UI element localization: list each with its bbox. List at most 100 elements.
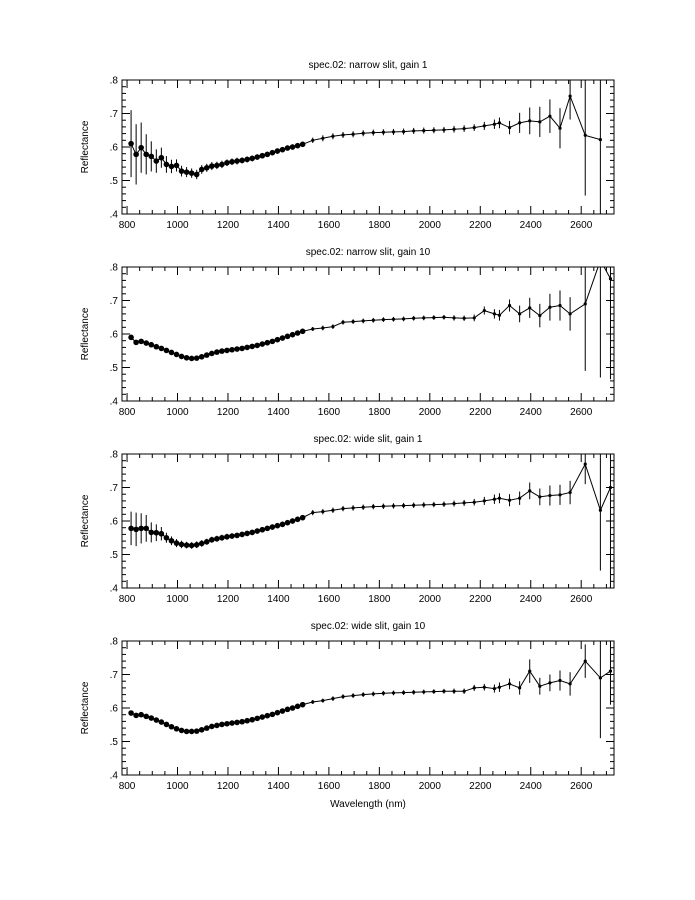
data-point	[391, 504, 396, 508]
x-tick-label: 1400	[267, 594, 290, 605]
data-point	[249, 343, 255, 350]
data-point	[492, 122, 497, 126]
data-point	[224, 720, 230, 727]
data-point	[274, 522, 281, 529]
data-point	[249, 529, 255, 536]
data-point	[331, 508, 335, 512]
x-tick-label: 1200	[217, 781, 240, 792]
data-point	[391, 317, 396, 321]
data-point	[219, 348, 225, 354]
data-point	[361, 131, 365, 135]
data-point	[558, 493, 562, 497]
data-point	[279, 335, 286, 341]
data-point	[422, 316, 426, 320]
data-point	[452, 127, 456, 131]
data-point	[269, 338, 276, 345]
x-tick-label: 1800	[368, 594, 391, 605]
data-point	[371, 504, 375, 509]
data-layer	[128, 267, 613, 380]
data-point	[173, 162, 180, 169]
x-tick-label: 1800	[368, 781, 391, 792]
data-point	[239, 718, 245, 725]
data-point	[168, 537, 175, 544]
data-point	[482, 308, 486, 313]
data-point	[193, 171, 200, 178]
data-point	[178, 168, 185, 174]
x-tick-label: 1200	[217, 594, 240, 605]
data-point	[528, 306, 532, 310]
data-point	[548, 681, 552, 685]
data-point	[528, 489, 532, 493]
data-point	[264, 151, 271, 158]
data-point	[259, 714, 266, 720]
chart-title: spec.02: narrow slit, gain 10	[306, 247, 431, 258]
data-point	[254, 342, 261, 349]
chart-panel-3: spec.02: wide slit, gain 1 800 1000 1200 140…	[80, 434, 615, 605]
data-point	[209, 723, 215, 730]
data-point	[452, 501, 456, 506]
data-point	[299, 701, 306, 708]
data-point	[381, 691, 385, 695]
data-point	[133, 151, 139, 158]
data-point	[412, 316, 416, 320]
x-tick-label: 1200	[217, 220, 240, 231]
data-layer	[128, 454, 613, 588]
data-point	[299, 514, 306, 521]
data-point	[178, 353, 185, 360]
y-axis-label: Reflectance	[80, 307, 91, 360]
data-point	[158, 719, 165, 725]
data-point	[598, 676, 602, 680]
data-point	[351, 694, 355, 698]
data-point	[462, 316, 466, 320]
x-tick-label: 800	[119, 220, 136, 231]
x-tick-label: 1400	[267, 781, 290, 792]
data-point	[432, 689, 436, 694]
data-point	[381, 504, 385, 508]
data-point	[183, 542, 190, 548]
data-point	[401, 129, 406, 134]
data-point	[412, 129, 416, 133]
data-point	[148, 715, 155, 721]
data-point	[492, 312, 497, 316]
chart-panel-4: spec.02: wide slit, gain 10 800 1000 1200 14…	[80, 621, 615, 792]
data-point	[183, 169, 190, 175]
data-point	[294, 516, 301, 523]
data-layer	[128, 80, 602, 214]
data-point	[234, 346, 240, 352]
data-point	[289, 518, 296, 524]
x-tick-label: 2400	[520, 407, 543, 418]
data-point	[311, 327, 315, 331]
x-tick-label: 2200	[469, 407, 492, 418]
x-tick-label: 800	[119, 407, 136, 418]
data-point	[133, 526, 139, 533]
series-line	[130, 267, 611, 360]
data-point	[173, 351, 180, 358]
data-point	[128, 710, 134, 716]
data-point	[133, 339, 139, 346]
data-point	[548, 114, 552, 118]
data-point	[538, 313, 542, 318]
x-tick-label: 2000	[419, 781, 442, 792]
data-point	[583, 133, 587, 137]
data-point	[279, 146, 286, 153]
data-point	[284, 706, 291, 713]
data-point	[311, 700, 315, 704]
data-point	[148, 153, 155, 160]
data-point	[153, 529, 160, 536]
data-point	[472, 316, 476, 320]
data-point	[214, 162, 220, 169]
x-tick-label: 1000	[166, 407, 189, 418]
x-tick-label: 2200	[469, 220, 492, 231]
y-tick-label: .7	[110, 109, 119, 120]
data-point	[518, 686, 522, 690]
data-point	[239, 531, 245, 538]
y-tick-label: .7	[110, 296, 119, 307]
data-point	[269, 149, 276, 156]
data-point	[432, 502, 436, 507]
y-tick-label: .7	[110, 483, 119, 494]
data-point	[472, 686, 476, 690]
data-point	[321, 136, 325, 140]
chart-title: spec.02: narrow slit, gain 1	[309, 60, 428, 71]
data-point	[538, 684, 542, 688]
data-point	[284, 145, 291, 151]
